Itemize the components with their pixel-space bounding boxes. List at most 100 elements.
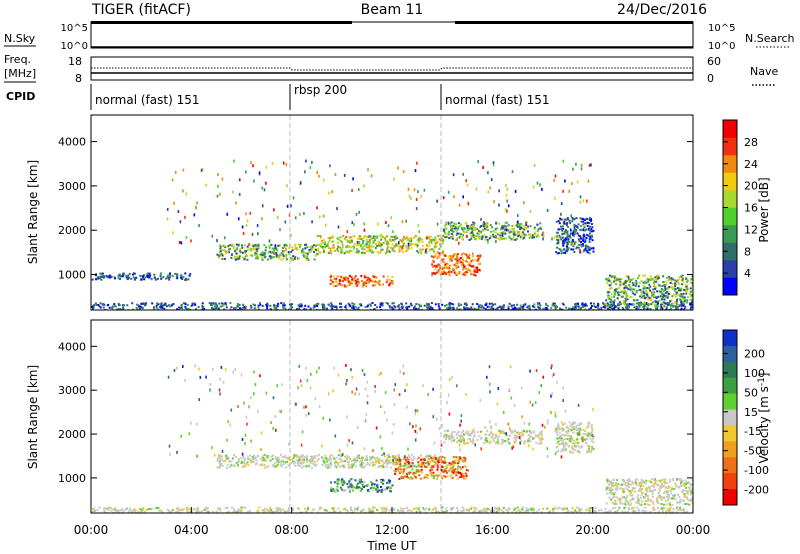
power-echo-cell (569, 236, 572, 239)
power-echo-cell (564, 237, 567, 239)
power-echo-cell (690, 281, 692, 284)
power-echo-cell (470, 273, 473, 276)
power-echo-cell (505, 193, 508, 197)
power-echo-cell (428, 241, 431, 244)
power-echo-cell (255, 257, 257, 260)
power-echo-cell (624, 297, 627, 300)
velocity-echo-cell (105, 507, 108, 510)
power-echo-cell (127, 274, 130, 277)
power-echo-cell (182, 276, 185, 278)
power-echo-cell (492, 161, 495, 165)
velocity-echo-cell (242, 455, 244, 458)
velocity-echo-cell (565, 507, 568, 510)
power-echo-cell (462, 264, 465, 267)
velocity-echo-cell (461, 439, 464, 441)
power-echo-cell (647, 287, 650, 290)
power-echo-cell (570, 232, 572, 235)
power-echo-cell (642, 290, 645, 293)
velocity-echo-cell (411, 466, 414, 469)
power-echo-cell (223, 245, 226, 248)
velocity-echo-cell (584, 430, 586, 432)
velocity-echo-cell (120, 508, 123, 511)
velocity-echo-cell (392, 460, 395, 463)
velocity-echo-cell (621, 510, 624, 513)
velocity-echo-cell (384, 508, 386, 511)
power-echo-cell (182, 302, 185, 305)
velocity-echo-cell (383, 511, 386, 513)
power-echo-cell (551, 237, 553, 241)
velocity-echo-cell (530, 436, 533, 438)
power-echo-cell (533, 306, 536, 309)
power-echo-cell (685, 283, 688, 286)
velocity-echo-cell (681, 508, 684, 511)
power-echo-cell (618, 287, 620, 290)
power-echo-cell (556, 231, 559, 234)
power-echo-cell (238, 303, 241, 306)
power-echo-cell (302, 254, 305, 257)
velocity-echo-cell (587, 425, 590, 428)
radar-title: TIGER (fitACF) (91, 2, 191, 18)
velocity-echo-cell (363, 465, 366, 468)
power-echo-cell (356, 280, 359, 283)
power-echo-cell (143, 278, 146, 281)
power-echo-cell (447, 308, 450, 310)
power-echo-cell (309, 166, 312, 170)
power-echo-cell (268, 239, 271, 243)
power-echo-cell (532, 233, 535, 236)
power-echo-cell (343, 252, 346, 255)
power-echo-cell (666, 291, 668, 294)
power-echo-cell (413, 236, 415, 239)
velocity-echo-cell (356, 485, 358, 488)
power-echo-cell (649, 289, 652, 292)
velocity-echo-cell (410, 461, 413, 464)
power-echo-cell (474, 259, 477, 262)
velocity-echo-cell (249, 454, 252, 457)
power-echo-cell (631, 290, 634, 293)
power-echo-cell (634, 293, 636, 296)
velocity-echo-cell (406, 467, 409, 469)
power-echo-cell (328, 191, 330, 195)
velocity-echo-cell (371, 482, 374, 485)
power-echo-cell (686, 280, 689, 283)
power-echo-cell (214, 302, 217, 305)
power-echo-cell (391, 247, 394, 250)
power-echo-cell (351, 306, 353, 309)
power-echo-cell (525, 226, 528, 230)
velocity-echo-cell (484, 510, 487, 513)
power-echo-cell (277, 256, 280, 259)
velocity-echo-cell (388, 487, 391, 490)
velocity-echo-cell (376, 509, 379, 511)
power-echo-cell (645, 302, 648, 305)
power-echo-cell (519, 227, 522, 230)
power-echo-cell (281, 250, 284, 253)
velocity-echo-cell (537, 442, 540, 445)
power-echo-cell (471, 227, 474, 230)
power-echo-cell (474, 266, 477, 269)
power-echo-cell (304, 170, 306, 174)
velocity-echo-cell (469, 437, 471, 440)
velocity-echo-cell (486, 511, 489, 513)
velocity-echo-cell (451, 431, 454, 434)
power-echo-cell (433, 239, 436, 242)
power-echo-cell (268, 245, 271, 248)
power-echo-cell (272, 249, 275, 252)
power-echo-cell (346, 230, 349, 234)
power-echo-cell (178, 240, 181, 244)
power-echo-cell (398, 307, 401, 310)
velocity-echo-cell (271, 464, 274, 467)
velocity-echo-cell (245, 463, 248, 466)
power-echo-cell (629, 279, 632, 282)
velocity-echo-cell (386, 487, 389, 490)
power-echo-cell (487, 229, 489, 232)
velocity-echo-cell (478, 435, 481, 438)
power-echo-cell (232, 190, 234, 194)
power-echo-cell (484, 226, 487, 229)
velocity-echo-cell (608, 509, 611, 512)
velocity-echo-cell (349, 481, 352, 484)
power-echo-cell (563, 220, 566, 223)
power-echo-cell (282, 161, 285, 165)
power-echo-cell (457, 226, 460, 229)
power-echo-cell (135, 276, 138, 279)
velocity-echo-cell (396, 460, 399, 463)
